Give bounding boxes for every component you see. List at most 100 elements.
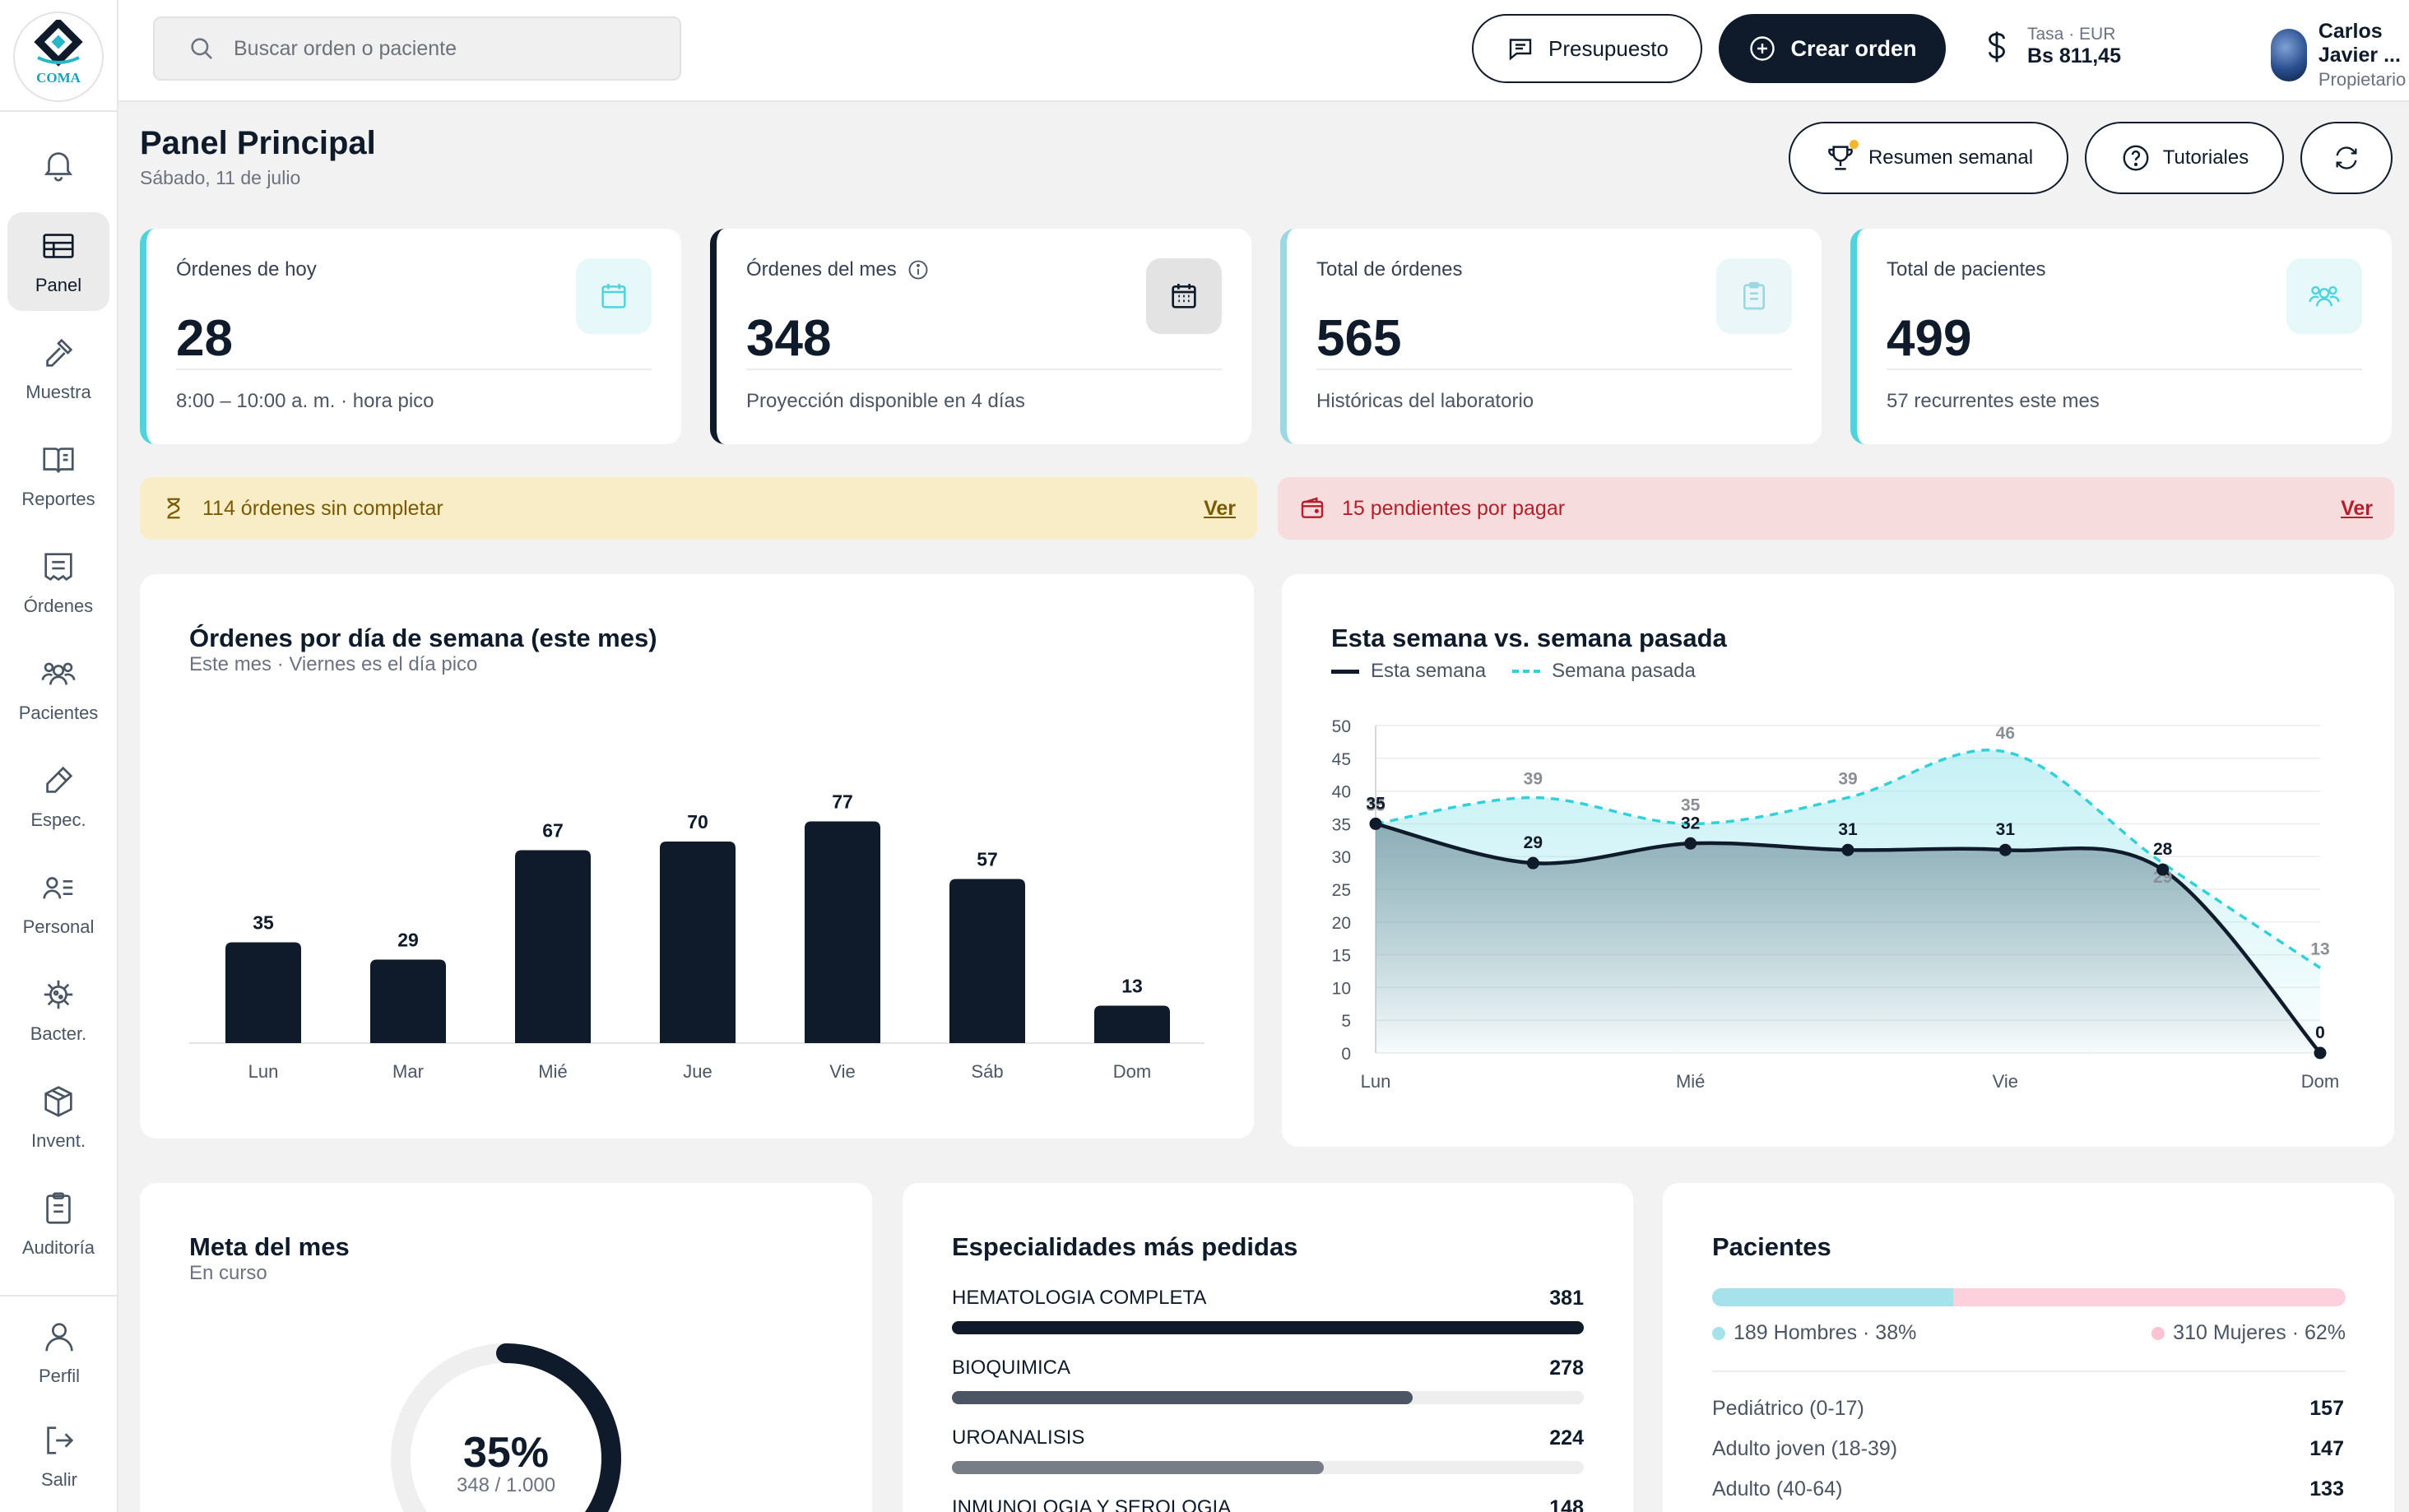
stat-title: Órdenes del mes [746, 258, 897, 281]
avatar [2271, 29, 2307, 81]
point-label-last-week: 13 [2310, 940, 2329, 959]
sidebar-item-ordenes[interactable]: Órdenes [7, 533, 109, 632]
bar [1094, 1005, 1170, 1043]
specialty-row: BIOQUIMICA 278 [952, 1357, 1584, 1404]
series-line-last-week [1375, 749, 2321, 969]
sidebar-item-inventario[interactable]: Invent. [7, 1068, 109, 1166]
sidebar: COMA Panel Muestra Reportes Órdenes Paci… [0, 0, 118, 1512]
stat-title: Total de órdenes [1316, 258, 1463, 281]
data-point-this-week [1369, 817, 1382, 830]
chart-legend: Esta semana Semana pasada [1331, 660, 1696, 683]
stat-value: 348 [746, 310, 832, 367]
sidebar-item-auditoria[interactable]: Auditoría [7, 1175, 109, 1273]
page-date: Sábado, 11 de julio [140, 167, 301, 188]
unpaid-orders-alert: 15 pendientes por pagar Ver [1278, 477, 2394, 540]
dollar-icon [1989, 31, 2005, 62]
logo[interactable]: COMA [13, 12, 104, 102]
x-tick-label: Mar [392, 1061, 424, 1082]
user-list-icon [43, 877, 73, 899]
users-icon [41, 662, 76, 685]
chart-title: Esta semana vs. semana pasada [1331, 624, 1727, 652]
specialty-name: BIOQUIMICA [952, 1357, 1071, 1379]
sidebar-item-muestra[interactable]: Muestra [7, 319, 109, 418]
user-role: Propietario [2318, 69, 2407, 90]
x-tick-label: Jue [683, 1061, 712, 1082]
wallet-icon [1301, 497, 1324, 518]
y-tick-label: 35 [1332, 815, 1351, 834]
men-dot [1712, 1326, 1725, 1340]
age-row-adult: Adulto (40-64) 133 [1712, 1477, 2344, 1501]
refresh-button[interactable] [2300, 122, 2393, 194]
chart-subtitle: Este mes · Viernes es el día pico [189, 653, 478, 675]
specialty-count: 224 [1549, 1426, 1584, 1449]
view-incomplete-link[interactable]: Ver [1204, 496, 1236, 520]
bar [660, 842, 736, 1043]
sidebar-item-perfil[interactable]: Perfil [8, 1305, 110, 1400]
sidebar-item-bacteriologia[interactable]: Bacter. [7, 961, 109, 1060]
bar [225, 942, 301, 1043]
alert-text: 114 órdenes sin completar [202, 496, 443, 520]
sidebar-item-label: Bacter. [30, 1023, 87, 1044]
create-order-button[interactable]: Crear orden [1719, 14, 1946, 83]
message-icon [1509, 39, 1532, 61]
receipt-icon [44, 553, 72, 582]
search-icon [191, 38, 212, 59]
sidebar-bottom: Perfil Salir [0, 1295, 118, 1512]
sidebar-item-label: Perfil [38, 1366, 81, 1386]
patients-panel: Pacientes 189 Hombres · 38% 310 Mujeres … [1663, 1183, 2394, 1512]
specialties-panel: Especialidades más pedidas HEMATOLOGIA C… [903, 1183, 1633, 1512]
info-icon[interactable] [907, 258, 930, 281]
point-label-last-week: 39 [1524, 770, 1543, 789]
y-tick-label: 50 [1332, 717, 1351, 736]
point-label-last-week: 46 [1996, 724, 2015, 743]
legend-label: Semana pasada [1552, 660, 1696, 682]
goal-subtitle: En curso [189, 1262, 267, 1284]
bar-chart: 35 Lun 29 Mar 67 Mié 70 Jue 77 Vie 57 Sáb 13 Dom [189, 791, 1204, 1082]
sidebar-item-label: Muestra [26, 382, 91, 402]
sidebar-item-panel[interactable]: Panel [7, 212, 109, 311]
bar [515, 850, 591, 1043]
incomplete-orders-alert: 114 órdenes sin completar Ver [140, 477, 1257, 540]
sidebar-item-pacientes[interactable]: Pacientes [7, 640, 109, 739]
x-tick-label: Lun [248, 1061, 279, 1082]
age-row-young-adult: Adulto joven (18-39) 147 [1712, 1437, 2344, 1461]
age-count: 157 [2309, 1397, 2344, 1420]
tutorials-button[interactable]: Tutoriales [2085, 122, 2284, 194]
specialty-name: INMUNOLOGIA Y SEROLOGIA [952, 1496, 1232, 1512]
sidebar-item-notifications[interactable] [7, 125, 109, 204]
sidebar-item-salir[interactable]: Salir [8, 1408, 110, 1504]
x-tick-label: Dom [1113, 1061, 1151, 1082]
sidebar-item-reportes[interactable]: Reportes [7, 426, 109, 525]
sidebar-item-personal[interactable]: Personal [7, 854, 109, 953]
budget-button[interactable]: Presupuesto [1472, 14, 1702, 83]
plus-circle-icon [1750, 36, 1775, 61]
x-tick-label: Sáb [971, 1061, 1003, 1082]
specialty-row: HEMATOLOGIA COMPLETA 381 [952, 1287, 1584, 1334]
search-box[interactable] [153, 16, 681, 81]
legend-label: Esta semana [1371, 660, 1487, 682]
monthly-goal-panel: Meta del mes En curso 35% 348 / 1.000 [140, 1183, 872, 1512]
legend-swatch-last-week [1512, 670, 1541, 673]
sidebar-item-label: Invent. [30, 1130, 86, 1151]
weekly-summary-button[interactable]: Resumen semanal [1789, 122, 2068, 194]
search-input[interactable] [234, 36, 661, 61]
sidebar-item-especialidades[interactable]: Espec. [7, 747, 109, 846]
age-count: 147 [2309, 1437, 2344, 1460]
area-this-week [1376, 823, 2320, 1053]
goal-title: Meta del mes [189, 1232, 350, 1261]
sidebar-item-label: Espec. [30, 809, 86, 830]
stat-title-wrap: Órdenes del mes [746, 258, 930, 281]
user-menu[interactable]: Carlos Javier ... Propietario [2271, 20, 2409, 90]
refresh-icon [2336, 146, 2357, 169]
user-name: Carlos Javier ... [2318, 20, 2401, 67]
y-tick-label: 0 [1341, 1045, 1351, 1064]
view-unpaid-link[interactable]: Ver [2341, 496, 2373, 520]
bar [805, 821, 880, 1043]
sidebar-item-label: Órdenes [23, 596, 94, 616]
women-dot [2151, 1326, 2165, 1340]
age-row-pediatric: Pediátrico (0-17) 157 [1712, 1397, 2344, 1421]
y-tick-label: 40 [1332, 783, 1351, 802]
trophy-icon [1828, 146, 1853, 170]
bar-value-label: 57 [977, 849, 998, 870]
box-icon [44, 1086, 72, 1117]
